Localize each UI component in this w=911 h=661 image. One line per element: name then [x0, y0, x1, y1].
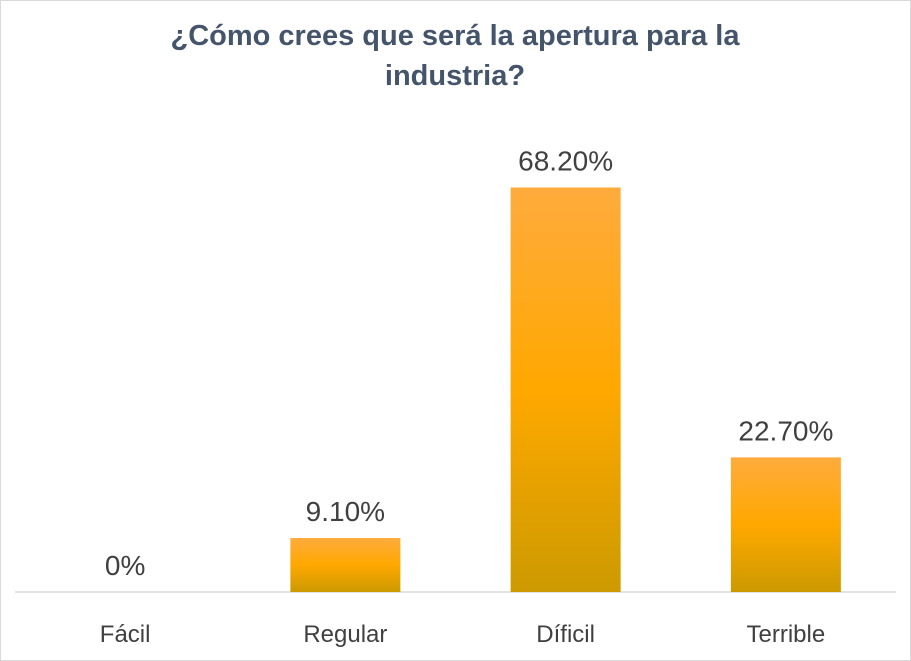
tick-label-facil: Fácil — [100, 621, 151, 648]
chart-title: ¿Cómo crees que será la apertura para la… — [170, 20, 740, 92]
tick-label-regular: Regular — [303, 621, 387, 648]
data-label-terrible: 22.70% — [738, 415, 833, 446]
data-label-facil: 0% — [105, 550, 145, 581]
tick-label-terrible: Terrible — [747, 621, 826, 648]
bar-dificil — [510, 187, 621, 592]
data-label-regular: 9.10% — [306, 496, 385, 527]
tick-label-dificil: Díficil — [536, 621, 595, 648]
bar-regular — [290, 538, 401, 592]
data-label-dificil: 68.20% — [518, 146, 613, 177]
bar-terrible — [730, 457, 841, 592]
